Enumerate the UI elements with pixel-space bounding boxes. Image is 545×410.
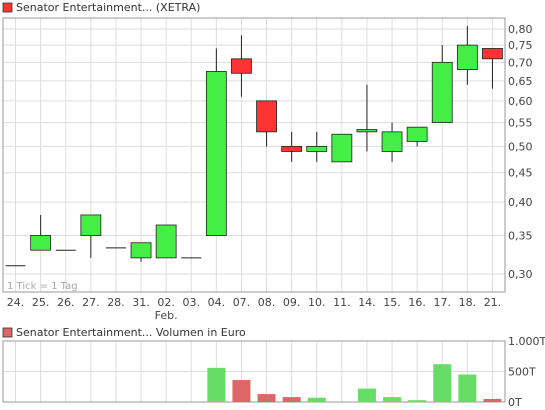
price-x-tick-label: 02. (157, 296, 175, 309)
price-x-tick-label: 26. (57, 296, 75, 309)
volume-y-tick-label: 0T (508, 396, 522, 409)
price-candle (406, 126, 428, 147)
price-x-tick-label: 10. (308, 296, 326, 309)
price-y-tick-label: 0,40 (508, 196, 533, 209)
candle-body (431, 61, 453, 123)
candle-body (381, 131, 403, 152)
price-x-tick-label: 04. (208, 296, 226, 309)
price-x-tick-label: 24. (7, 296, 25, 309)
price-x-month-label: Feb. (155, 309, 178, 322)
candle-body (456, 44, 478, 70)
volume-bar (433, 364, 452, 402)
price-candle (306, 131, 328, 162)
candle-body (331, 133, 353, 163)
candle-body (30, 235, 52, 251)
tick-note: 1 Tick = 1 Tag (7, 281, 78, 292)
price-x-tick-label: 14. (358, 296, 376, 309)
price-y-tick-label: 0,30 (508, 268, 533, 281)
price-y-tick-label: 0,65 (508, 75, 533, 88)
volume-chart-title: Senator Entertainment... Volumen in Euro (16, 326, 246, 339)
price-chart-title: Senator Entertainment... (XETRA) (16, 1, 200, 14)
candle-body (130, 242, 152, 259)
price-candle (80, 214, 102, 258)
price-x-tick-label: 21. (484, 296, 502, 309)
price-y-tick-label: 0,75 (508, 39, 533, 52)
price-x-tick-label: 31. (132, 296, 150, 309)
volume-bar (408, 400, 427, 402)
price-x-tick-label: 25. (32, 296, 50, 309)
price-candle (482, 48, 503, 89)
price-y-tick-label: 0,55 (508, 117, 533, 130)
price-y-tick-label: 0,35 (508, 229, 533, 242)
price-y-tick-label: 0,60 (508, 95, 533, 108)
price-candle (456, 25, 478, 85)
price-x-tick-label: 03. (183, 296, 201, 309)
price-y-tick-label: 0,70 (508, 56, 533, 69)
price-candle (231, 35, 252, 97)
price-grid (3, 18, 505, 292)
price-y-tick-label: 0,45 (508, 167, 533, 180)
price-plot-frame (2, 17, 506, 293)
price-x-tick-label: 17. (434, 296, 452, 309)
volume-bar (357, 388, 376, 402)
price-x-tick-label: 28. (107, 296, 125, 309)
volume-bar (307, 397, 326, 402)
price-x-tick-label: 16. (408, 296, 426, 309)
price-x-tick-label: 08. (258, 296, 276, 309)
price-candle (356, 84, 378, 152)
price-x-tick-label: 07. (233, 296, 251, 309)
volume-legend-swatch (2, 327, 13, 338)
volume-bar (383, 397, 402, 402)
volume-bar (483, 398, 502, 402)
price-x-tick-label: 11. (333, 296, 351, 309)
price-y-tick-label: 0,80 (508, 23, 533, 36)
price-candle (205, 48, 227, 236)
price-y-axis: 0,80 0,75 0,70 0,65 0,60 0,55 0,50 0,45 0,40 0,35… (508, 23, 533, 281)
price-x-tick-label: 18. (459, 296, 477, 309)
price-legend-swatch (2, 2, 13, 13)
price-x-tick-label: 09. (283, 296, 301, 309)
candle-body (406, 126, 428, 142)
candle-body (356, 129, 378, 133)
candle-body (281, 146, 303, 152)
volume-bar (282, 397, 301, 402)
price-candle (431, 45, 453, 123)
price-x-tick-label: 27. (82, 296, 100, 309)
candle-body (205, 71, 227, 236)
price-candle (381, 122, 403, 162)
price-candle (130, 242, 152, 262)
price-candle (30, 214, 52, 251)
candle-body (155, 224, 177, 259)
candle-body (306, 146, 328, 152)
volume-grid (3, 340, 505, 403)
candle-body (256, 100, 277, 133)
price-candle (331, 133, 353, 163)
volume-bar (232, 380, 251, 402)
price-candle (281, 131, 303, 162)
price-x-axis: 24. 25. 26. 27. 28. 31. 02. 03. 04. 07. 08. 09. 10. 1… (7, 296, 501, 322)
volume-bar (257, 394, 276, 402)
volume-bar (458, 374, 477, 402)
volume-plot-frame (2, 340, 506, 403)
price-candles (5, 25, 503, 267)
volume-bar (207, 367, 226, 402)
volume-y-tick-label: 500T (508, 366, 536, 379)
price-candle (155, 224, 177, 259)
volume-y-tick-label: 1.000T (508, 335, 545, 348)
candle-body (80, 214, 102, 236)
price-candle (256, 100, 277, 147)
volume-bars (207, 364, 502, 402)
price-x-tick-label: 15. (383, 296, 401, 309)
price-y-tick-label: 0,50 (508, 140, 533, 153)
volume-y-axis: 1.000T 500T 0T (508, 335, 545, 409)
candle-body (482, 48, 503, 60)
candle-body (231, 58, 252, 74)
